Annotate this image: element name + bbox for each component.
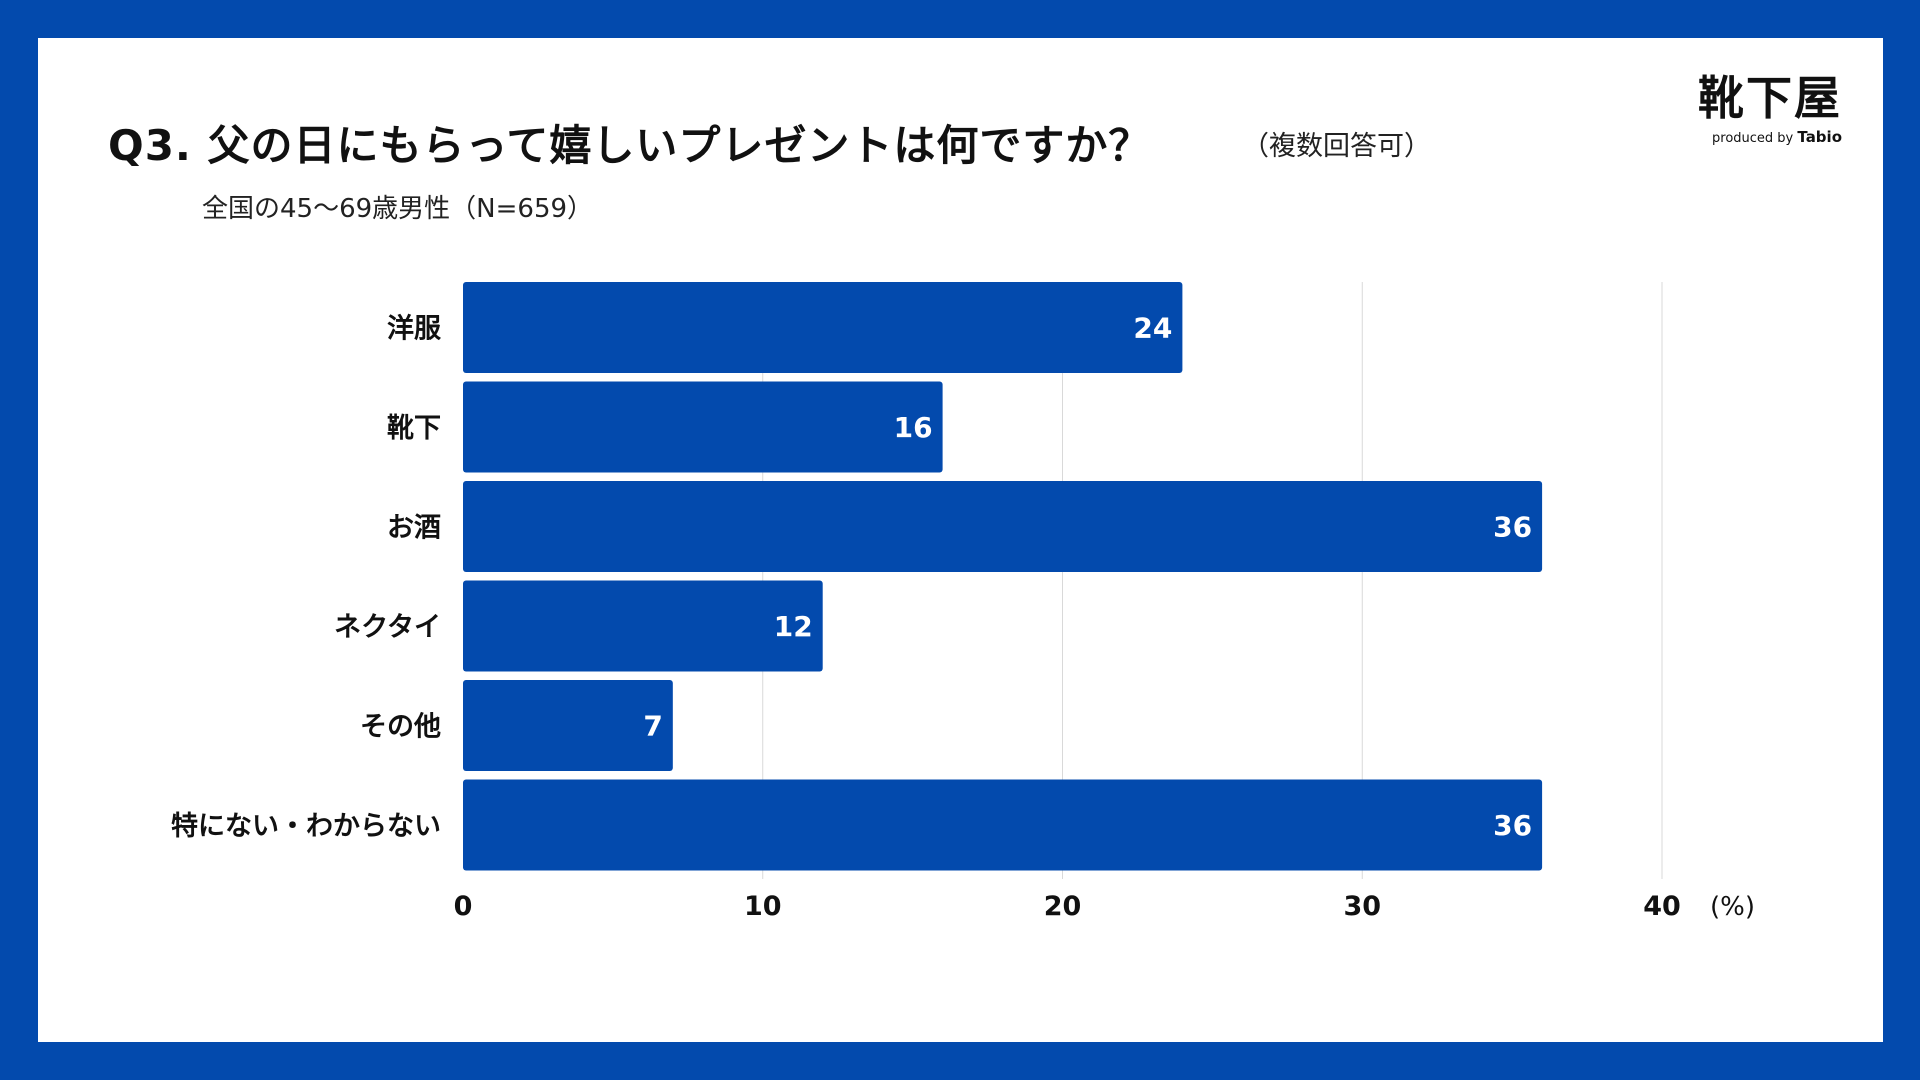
category-label-0: 洋服 (387, 313, 442, 345)
x-tick-label-30: 30 (1343, 891, 1381, 922)
bar-value-label-4: 7 (643, 710, 662, 743)
logo-name: 靴下屋 (1698, 71, 1842, 125)
bar-2 (463, 481, 1543, 572)
brand-logo: 靴下屋 produced by Tabio (1690, 72, 1842, 152)
bar-4 (463, 680, 673, 771)
chart-subtitle: 全国の45～69歳男性（N=659） (202, 194, 594, 224)
category-label-5: 特にない・わからない (171, 811, 441, 842)
x-tick-label-40: 40 (1643, 891, 1681, 922)
x-tick-label-10: 10 (744, 891, 782, 922)
category-label-2: お酒 (387, 513, 441, 544)
logo-produced-by: produced by (1712, 131, 1794, 146)
x-tick-label-20: 20 (1044, 891, 1082, 922)
labels: 0 10 20 30 40 (%) 24 洋服 16 靴下 36 お酒 12 ネクタイ 7 その他 36 特にない… (171, 312, 1755, 923)
bar-value-label-2: 36 (1493, 511, 1532, 544)
bar-value-label-3: 12 (774, 610, 813, 643)
bar-1 (463, 381, 943, 473)
bar-value-label-0: 24 (1133, 312, 1172, 345)
bar-0 (463, 282, 1183, 373)
x-unit-label: (%) (1710, 892, 1755, 922)
category-label-3: ネクタイ (334, 612, 441, 643)
x-tick-label-0: 0 (454, 891, 473, 922)
bar-value-label-1: 16 (894, 411, 933, 444)
bar-5 (463, 779, 1543, 871)
bars (463, 282, 1543, 871)
category-label-4: その他 (360, 712, 441, 743)
bar-value-label-5: 36 (1493, 809, 1532, 842)
chart-title: Q3. 父の日にもらって嬉しいプレゼントは何ですか？ (108, 121, 1152, 170)
category-label-1: 靴下 (387, 413, 441, 444)
logo-credit: produced by Tabio (1690, 128, 1842, 146)
bar-3 (463, 580, 823, 672)
logo-brand: Tabio (1797, 128, 1842, 146)
chart-title-note: （複数回答可） (1242, 131, 1431, 162)
